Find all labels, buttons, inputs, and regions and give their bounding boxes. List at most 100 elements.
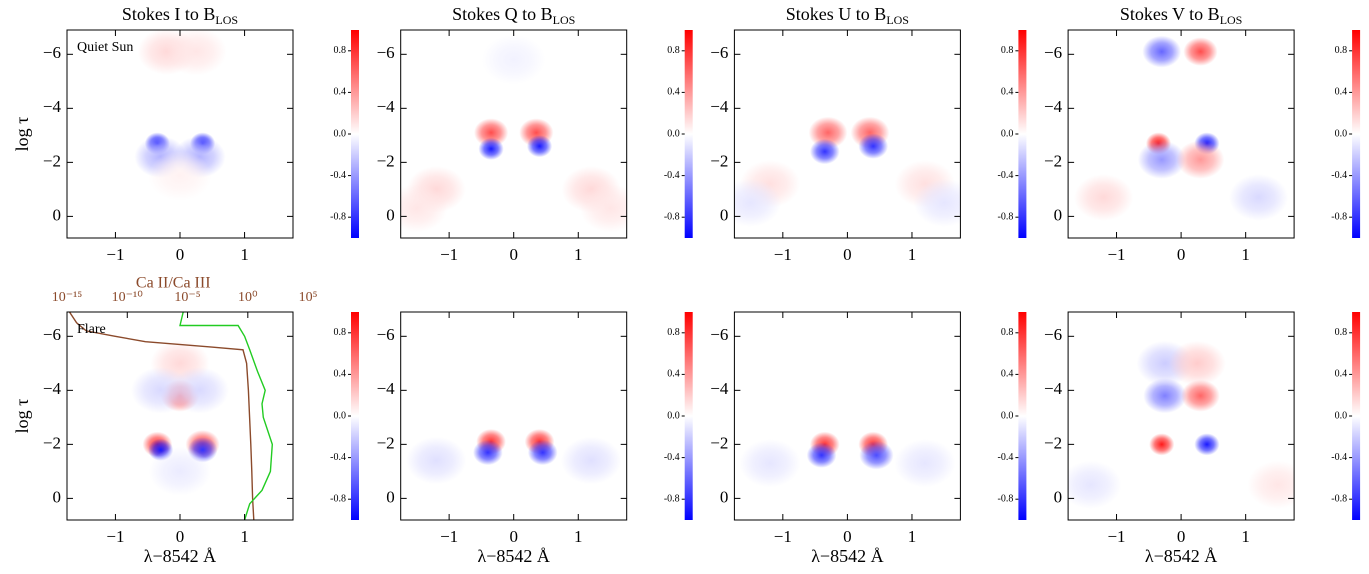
y-tick-label: −4	[1044, 97, 1063, 116]
colorbar-tick-label: 0.4	[1335, 369, 1348, 380]
y-tick-label: 0	[386, 487, 395, 506]
x-tick-label: 1	[574, 245, 583, 264]
colorbar-tick-label: 0.0	[1335, 128, 1348, 139]
response-blob	[1068, 460, 1122, 509]
x-tick-label: 1	[574, 527, 583, 546]
x2-tick-label: 10⁻⁵	[174, 290, 200, 305]
colorbar-tick-label: 0.0	[1001, 410, 1014, 421]
x-tick-label: −1	[106, 245, 124, 264]
x-tick-label: −1	[440, 527, 458, 546]
colorbar-tick-label: -0.4	[330, 170, 346, 181]
y-tick-label: −4	[1044, 379, 1063, 398]
response-blob	[1149, 433, 1175, 456]
x-tick-label: 1	[240, 527, 249, 546]
colorbar-tick-label: -0.4	[998, 170, 1014, 181]
panel: 0 −2 −4 −6 −1 0 1 Stokes U to BLOS 0.8 0.4 0.0 -0.4…	[710, 4, 1027, 264]
panel: 0 −2 −4 −6 −1 0 1 λ−8542 Å 0.8 0.4 0.0 -0.4 -0.8	[377, 311, 693, 566]
y-tick-label: −2	[43, 433, 61, 452]
colorbar-tick-label: 0.0	[1001, 128, 1014, 139]
y-tick-label: −6	[43, 325, 61, 344]
colorbar	[1018, 312, 1027, 520]
colorbar-tick-label: -0.8	[664, 211, 680, 222]
plot-area	[734, 312, 961, 520]
colorbar	[1352, 312, 1361, 520]
x2-tick-label: 10⁻¹⁵	[52, 290, 83, 305]
profile-line	[179, 312, 274, 520]
title-text: Stokes U to B	[786, 4, 887, 24]
panel: 0 −2 −4 −6 −1 0 1 Stokes Q to BLOS 0.8 0.4 0.0 -0.4…	[377, 4, 693, 264]
y-tick-label: −6	[377, 325, 395, 344]
colorbar-tick-label: 0.0	[334, 128, 347, 139]
response-blob	[734, 178, 782, 227]
colorbar-tick-label: -0.8	[1331, 211, 1347, 222]
x-tick-label: −1	[440, 245, 458, 264]
x2-tick-label: 10⁵	[299, 290, 318, 305]
x2-tick-label: 10⁻¹⁰	[112, 290, 144, 305]
y-tick-label: 0	[720, 205, 729, 224]
x-axis-label: λ−8542 Å	[144, 546, 216, 566]
colorbar	[351, 30, 359, 238]
x-tick-label: 1	[908, 527, 917, 546]
response-blob	[400, 184, 448, 233]
response-blob	[1143, 378, 1187, 414]
colorbar-tick-label: 0.8	[334, 327, 347, 338]
panel-title: Stokes U to BLOS	[786, 4, 909, 27]
response-blob	[1194, 433, 1220, 456]
y-tick-label: −6	[710, 325, 728, 344]
title-text: Stokes Q to B	[452, 4, 553, 24]
x-tick-label: 0	[843, 245, 852, 264]
response-blob	[1247, 460, 1295, 509]
response-blob	[473, 439, 503, 466]
response-blob	[165, 30, 227, 76]
response-blob	[148, 447, 212, 496]
y-axis-label: log τ	[12, 117, 32, 152]
colorbar-tick-label: 0.0	[334, 410, 347, 421]
plot-area	[400, 312, 627, 520]
plot-area	[67, 30, 293, 238]
x-tick-label: 0	[509, 527, 518, 546]
colorbar-tick-label: -0.8	[330, 493, 346, 504]
x-axis-label: λ−8542 Å	[1145, 546, 1217, 566]
title-text: Stokes V to B	[1120, 4, 1220, 24]
colorbar	[351, 312, 359, 520]
panel-title: Stokes Q to BLOS	[452, 4, 575, 27]
response-blob	[894, 439, 956, 488]
x-tick-label: 0	[509, 245, 518, 264]
response-blob	[481, 34, 546, 85]
y-tick-label: −6	[1044, 43, 1062, 62]
y-tick-label: −4	[377, 379, 396, 398]
x2-tick-label: 10⁰	[238, 290, 258, 305]
colorbar	[1018, 30, 1027, 238]
title-subscript: LOS	[886, 13, 909, 27]
y-tick-label: −2	[1044, 151, 1062, 170]
colorbar-tick-label: 0.4	[667, 87, 680, 98]
plot-background	[400, 312, 627, 520]
y-tick-label: −4	[377, 97, 396, 116]
plot-area	[1068, 30, 1295, 238]
title-subscript: LOS	[553, 13, 576, 27]
response-blob	[1168, 340, 1226, 386]
colorbar-tick-label: -0.4	[1331, 452, 1347, 463]
y-tick-label: −2	[43, 151, 61, 170]
y-tick-label: −4	[710, 379, 729, 398]
response-blob	[1176, 140, 1225, 179]
panel: 0 −2 −4 −6 −1 0 1 λ−8542 Å 0.8 0.4 0.0 -0.4 -0.8	[1044, 311, 1361, 566]
x-axis-label: λ−8542 Å	[811, 546, 883, 566]
title-subscript: LOS	[1220, 13, 1243, 27]
title-text: Stokes I to B	[122, 4, 216, 24]
y-tick-label: 0	[53, 205, 62, 224]
colorbar-tick-label: 0.0	[667, 410, 680, 421]
response-blob	[1137, 140, 1186, 179]
colorbar-tick-label: 0.8	[334, 45, 347, 56]
response-blob	[913, 178, 961, 227]
response-blob	[527, 439, 558, 466]
colorbar-tick-label: -0.4	[1331, 170, 1347, 181]
y-tick-label: −2	[377, 433, 395, 452]
colorbar-tick-label: 0.8	[1001, 327, 1014, 338]
y-tick-label: 0	[1054, 487, 1063, 506]
plot-background	[734, 312, 961, 520]
y-tick-label: −6	[1044, 325, 1062, 344]
colorbar-tick-label: -0.8	[664, 493, 680, 504]
response-blob	[560, 436, 622, 485]
